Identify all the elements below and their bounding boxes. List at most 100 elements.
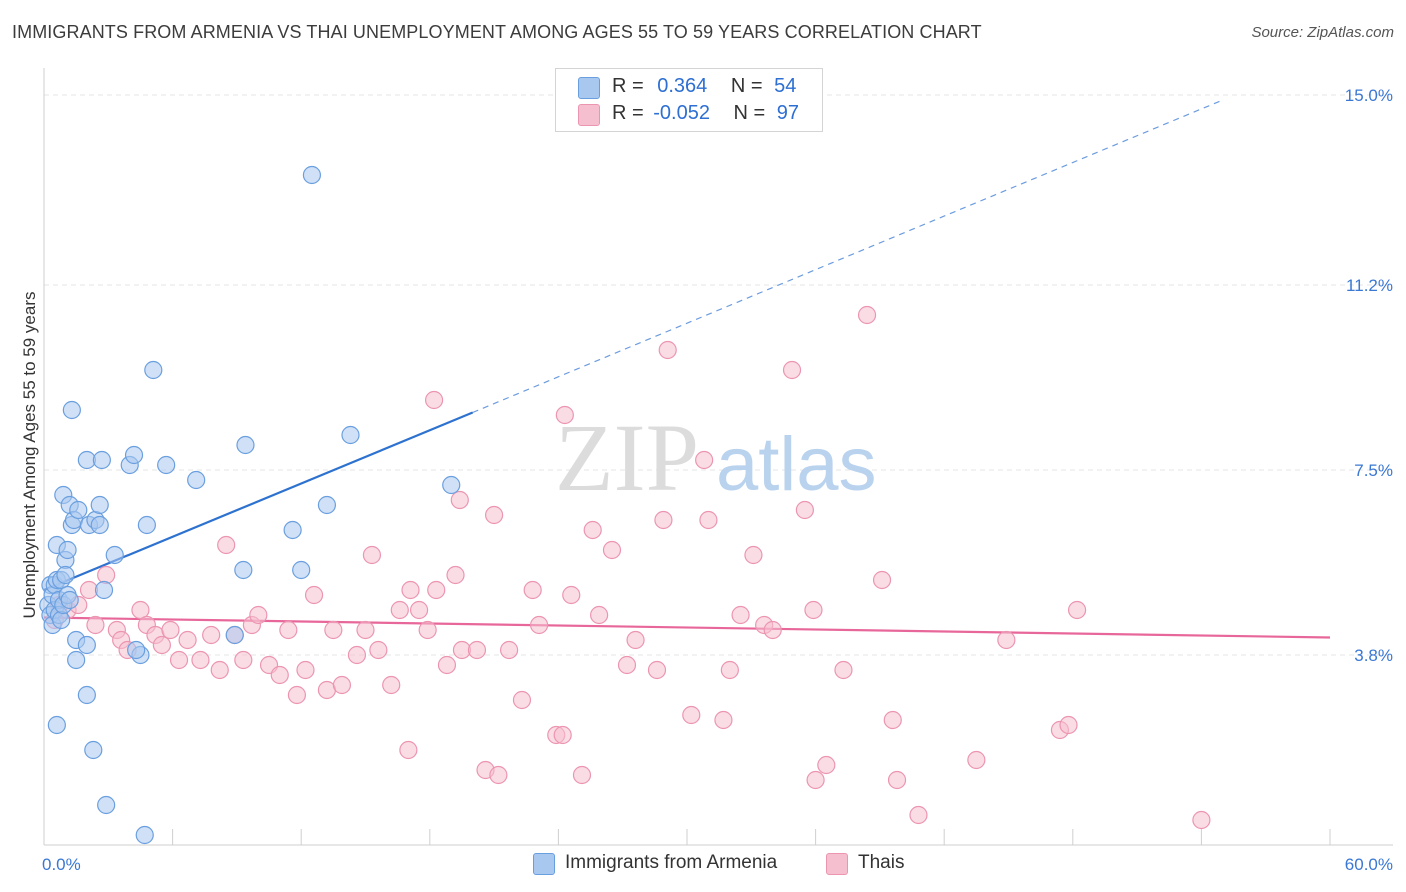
thais-point-81 (883, 710, 902, 730)
watermark: ZIP atlas (555, 404, 877, 511)
thais-point-76 (817, 755, 836, 775)
thais-point-10 (131, 600, 150, 620)
thais-point-77 (834, 660, 853, 680)
armenia-r-label: R = (612, 75, 644, 97)
thais-points (45, 305, 1211, 830)
armenia-trendline (43, 411, 474, 592)
thais-point-34 (347, 645, 367, 665)
thais-point-66 (699, 510, 718, 530)
bottom-armenia-swatch (533, 853, 555, 875)
thais-point-13 (152, 635, 171, 655)
thais-point-65 (695, 450, 714, 470)
armenia-point-25 (67, 650, 86, 670)
thais-point-6 (97, 565, 116, 585)
armenia-point-30 (90, 495, 109, 515)
thais-r-value: -0.052 (653, 102, 710, 124)
armenia-point-34 (105, 545, 124, 565)
thais-point-14 (161, 620, 180, 640)
thais-point-19 (210, 660, 229, 680)
thais-point-17 (191, 650, 210, 670)
armenia-point-45 (283, 520, 302, 540)
thais-point-83 (909, 805, 928, 825)
thais-point-95 (424, 390, 444, 410)
trendlines (43, 99, 1331, 639)
thais-point-64 (682, 705, 701, 725)
thais-point-82 (887, 770, 907, 790)
armenia-point-47 (317, 495, 337, 515)
thais-point-31 (317, 680, 337, 700)
thais-point-36 (362, 545, 382, 565)
armenia-point-46 (302, 165, 322, 185)
thais-point-74 (795, 500, 814, 520)
armenia-point-56 (77, 635, 96, 655)
thais-point-38 (382, 675, 401, 695)
thais-point-78 (806, 770, 825, 790)
armenia-point-17 (58, 540, 77, 560)
thais-point-49 (512, 690, 532, 710)
armenia-n-value: 54 (774, 75, 797, 97)
armenia-point-52 (47, 715, 66, 735)
thais-point-47 (485, 505, 504, 525)
armenia-point-50 (442, 475, 461, 495)
y-tick-label-2: 11.2% (1346, 276, 1393, 295)
thais-point-29 (296, 660, 315, 680)
thais-point-51 (530, 615, 549, 635)
thais-point-84 (967, 750, 986, 770)
thais-point-68 (720, 660, 739, 680)
armenia-point-53 (84, 740, 103, 760)
thais-point-48 (500, 640, 519, 660)
armenia-n-label: N = (730, 75, 763, 97)
thais-point-50 (523, 580, 542, 600)
armenia-point-20 (60, 590, 79, 610)
armenia-trendline-extension (472, 99, 1224, 414)
thais-point-15 (169, 650, 189, 670)
armenia-point-33 (94, 580, 114, 600)
thais-point-57 (590, 605, 609, 625)
armenia-point-38 (137, 515, 156, 535)
watermark-atlas: atlas (716, 422, 877, 507)
thais-point-79 (857, 305, 877, 325)
thais-point-20 (217, 535, 236, 555)
source-label: Source: ZipAtlas.com (1251, 24, 1394, 41)
bottom-armenia-label: Immigrants from Armenia (565, 852, 778, 873)
y-tick-label-0: 3.8% (1354, 646, 1393, 665)
thais-point-85 (997, 630, 1016, 650)
armenia-point-42 (225, 625, 244, 645)
y-axis-label: Unemployment Among Ages 55 to 59 years (20, 291, 39, 619)
thais-point-18 (202, 625, 221, 645)
armenia-point-57 (127, 640, 146, 660)
y-tick-label-1: 7.5% (1354, 461, 1393, 480)
thais-point-22 (234, 650, 253, 670)
thais-point-28 (287, 685, 307, 705)
armenia-swatch (578, 77, 600, 99)
thais-point-32 (324, 620, 343, 640)
thais-n-value: 97 (776, 102, 800, 124)
y-tick-label-3: 15.0% (1345, 86, 1393, 105)
armenia-point-51 (77, 685, 96, 705)
thais-point-70 (744, 545, 763, 565)
thais-point-46 (467, 640, 487, 660)
x-tick-label-end: 60.0% (1345, 855, 1393, 874)
thais-point-35 (356, 620, 375, 640)
armenia-point-54 (97, 795, 116, 815)
armenia-point-44 (236, 435, 255, 455)
thais-point-53 (555, 405, 574, 425)
thais-point-5 (86, 615, 105, 635)
armenia-point-32 (92, 450, 111, 470)
thais-swatch (578, 104, 600, 126)
armenia-point-49 (341, 425, 360, 445)
armenia-point-31 (90, 515, 109, 535)
thais-point-60 (626, 630, 645, 650)
thais-point-44 (437, 655, 457, 675)
thais-point-59 (617, 655, 637, 675)
armenia-point-43 (234, 560, 253, 580)
thais-point-61 (647, 660, 667, 680)
armenia-point-36 (124, 445, 144, 465)
armenia-point-55 (135, 825, 154, 845)
thais-point-91 (553, 725, 572, 745)
axes (43, 68, 1393, 846)
thais-r-label: R = (612, 102, 644, 124)
thais-point-41 (409, 600, 429, 620)
thais-point-96 (450, 490, 469, 510)
armenia-point-41 (187, 470, 206, 490)
